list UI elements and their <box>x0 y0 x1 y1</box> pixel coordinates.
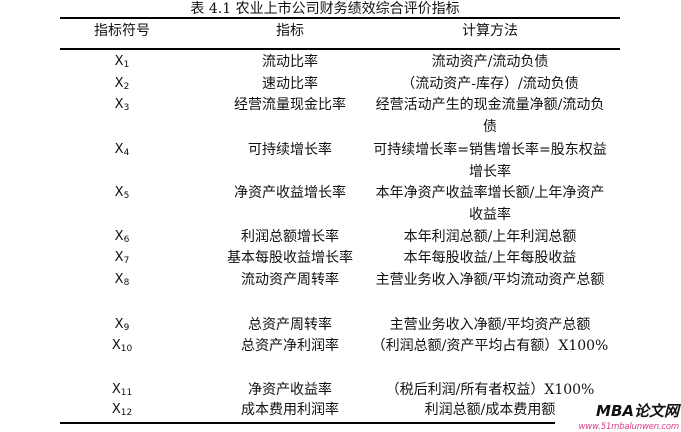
symbol-letter: X <box>114 272 124 287</box>
calculation-method: （税后利润/所有者权益）X100% <box>385 382 595 398</box>
symbol-letter: X <box>114 229 124 244</box>
header-symbol: 指标符号 <box>94 23 150 39</box>
calculation-method: 可持续增长率=销售增长率=股东权益增长率 <box>373 142 607 180</box>
indicator-symbol: X9 <box>82 314 162 339</box>
indicator-symbol: X1 <box>82 51 162 76</box>
symbol-letter: X <box>114 76 124 91</box>
indicator-name: 可持续增长率 <box>248 142 332 158</box>
indicator-symbol: X10 <box>82 335 162 360</box>
indicator-symbol: X6 <box>82 226 162 251</box>
table-title: 表 4.1 农业上市公司财务绩效综合评价指标 <box>190 1 460 17</box>
symbol-letter: X <box>111 402 121 417</box>
indicator-name: 净资产收益增长率 <box>234 185 346 201</box>
indicator-symbol: X3 <box>82 94 162 119</box>
symbol-subscript: 10 <box>120 344 133 354</box>
indicator-symbol: X4 <box>82 139 162 164</box>
symbol-letter: X <box>114 317 124 332</box>
calculation-method: 本年每股收益/上年每股收益 <box>403 250 577 266</box>
indicator-name: 利润总额增长率 <box>241 229 339 245</box>
indicator-symbol: X7 <box>82 247 162 272</box>
symbol-letter: X <box>114 54 124 69</box>
symbol-subscript: 11 <box>120 388 133 398</box>
header-method: 计算方法 <box>462 23 518 39</box>
symbol-subscript: 7 <box>123 256 130 266</box>
indicator-name: 净资产收益率 <box>248 382 332 398</box>
symbol-subscript: 8 <box>123 278 130 288</box>
bottom-rule <box>60 422 555 424</box>
calculation-method: 利润总额/成本费用额 <box>424 402 556 418</box>
indicator-name: 成本费用利润率 <box>241 402 339 418</box>
watermark-url: www.51mbalunwen.com <box>578 422 680 432</box>
symbol-subscript: 6 <box>123 235 130 245</box>
indicator-symbol: X2 <box>82 73 162 98</box>
calculation-method: （利润总额/资产平均占有额）X100% <box>371 338 609 354</box>
symbol-subscript: 5 <box>123 191 130 201</box>
watermark-logo: MBA论文网 www.51mbalunwen.com <box>578 400 680 432</box>
indicator-symbol: X8 <box>82 269 162 294</box>
calculation-method: 流动资产/流动负债 <box>431 54 549 70</box>
symbol-letter: X <box>114 142 124 157</box>
indicator-name: 流动资产周转率 <box>241 272 339 288</box>
indicator-symbol: X5 <box>82 182 162 207</box>
symbol-letter: X <box>114 185 124 200</box>
indicator-name: 速动比率 <box>262 76 318 92</box>
indicator-symbol: X12 <box>82 399 162 424</box>
indicator-name: 总资产净利润率 <box>241 338 339 354</box>
indicator-name: 流动比率 <box>262 54 318 70</box>
symbol-letter: X <box>111 382 121 397</box>
calculation-method: （流动资产-库存）/流动负债 <box>401 76 579 92</box>
header-indicator: 指标 <box>276 23 304 39</box>
calculation-method: 本年利润总额/上年利润总额 <box>403 229 577 245</box>
calculation-method: 主营业务收入净额/平均资产总额 <box>389 317 591 333</box>
symbol-letter: X <box>114 97 124 112</box>
indicator-name: 总资产周转率 <box>248 317 332 333</box>
indicator-symbol: X11 <box>82 379 162 404</box>
watermark-brand: MBA论文网 <box>596 402 679 420</box>
top-rule <box>60 17 620 19</box>
header-rule <box>60 48 620 50</box>
symbol-letter: X <box>111 338 121 353</box>
symbol-subscript: 2 <box>123 82 130 92</box>
indicator-name: 基本每股收益增长率 <box>227 250 353 266</box>
indicator-name: 经营流量现金比率 <box>234 97 346 113</box>
symbol-subscript: 12 <box>120 408 133 418</box>
calculation-method: 主营业务收入净额/平均流动资产总额 <box>375 272 605 288</box>
symbol-letter: X <box>114 250 124 265</box>
calculation-method: 本年净资产收益率增长额/上年净资产收益率 <box>375 185 605 223</box>
symbol-subscript: 4 <box>123 148 130 158</box>
symbol-subscript: 1 <box>123 60 130 70</box>
symbol-subscript: 3 <box>123 103 130 113</box>
calculation-method: 经营活动产生的现金流量净额/流动负债 <box>375 97 605 135</box>
symbol-subscript: 9 <box>123 323 130 333</box>
